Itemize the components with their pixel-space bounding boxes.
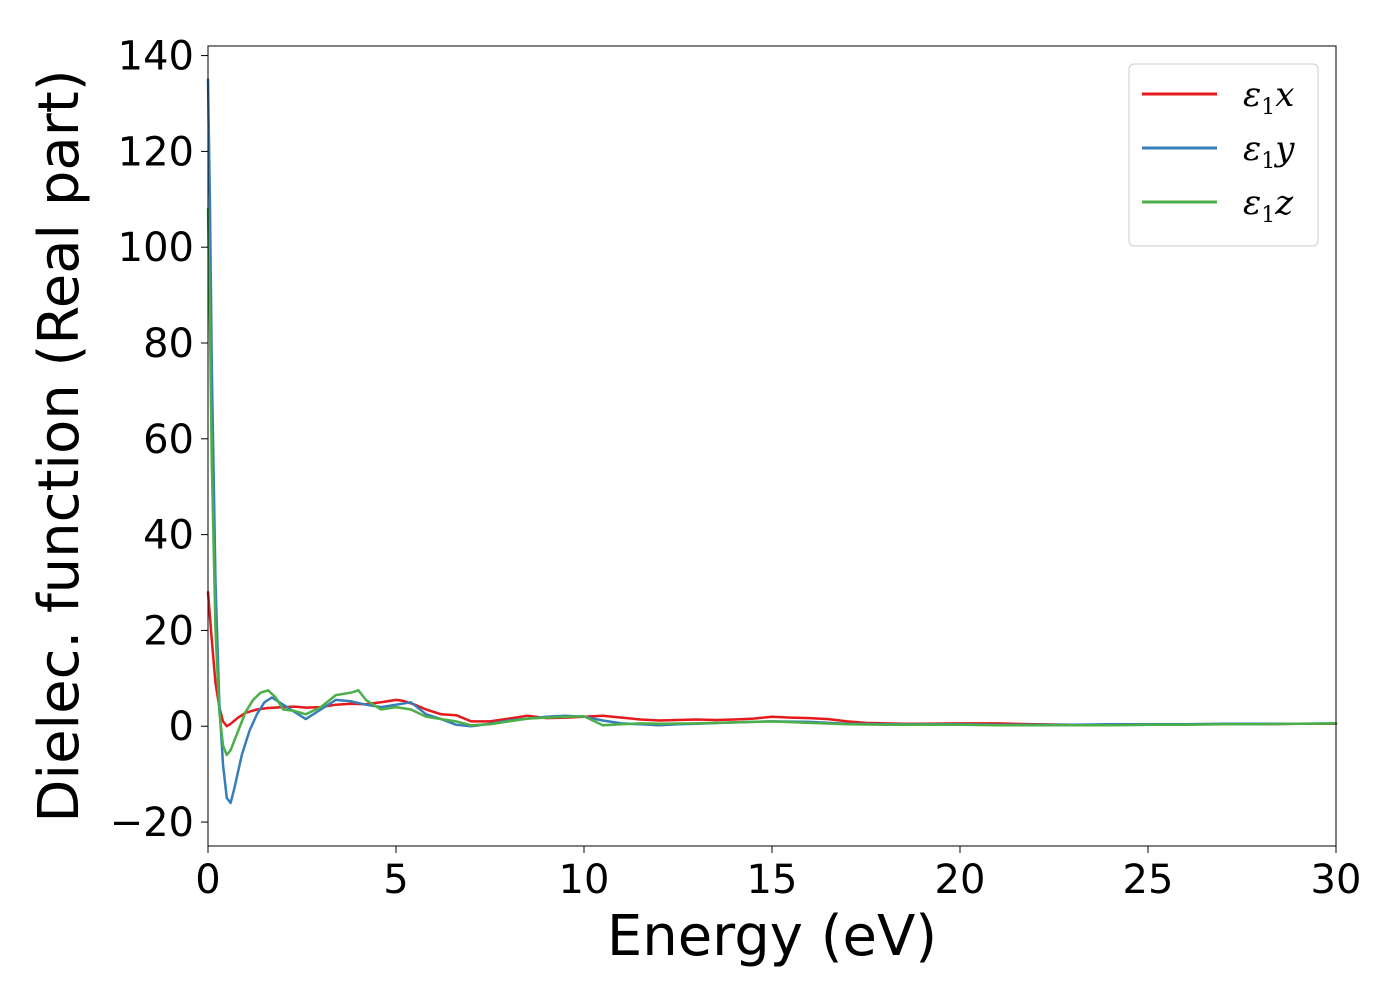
series-line-z (206, 207, 1338, 757)
y-tick-label: 80 (143, 321, 194, 367)
x-axis-title: Energy (eV) (607, 904, 937, 969)
y-axis-title: Dielec. function (Real part) (27, 69, 92, 822)
y-tick-label: 100 (118, 225, 194, 271)
y-tick-label: 60 (143, 417, 194, 463)
x-tick-label: 30 (1311, 857, 1362, 903)
series-layer (206, 78, 1338, 805)
legend-label: ε1y (1243, 129, 1295, 174)
y-axis: −20 0 20 40 60 80 100 120 140 (110, 34, 208, 846)
legend-label: ε1x (1243, 75, 1294, 120)
x-tick-label: 10 (559, 857, 610, 903)
x-tick-label: 20 (935, 857, 986, 903)
y-tick-label: 20 (143, 608, 194, 654)
y-tick-label: 0 (169, 704, 194, 750)
x-tick-label: 25 (1123, 857, 1174, 903)
legend-label: ε1z (1243, 183, 1294, 228)
y-tick-label: 40 (143, 513, 194, 559)
legend: ε1x ε1y ε1z (1128, 63, 1319, 247)
x-tick-label: 0 (195, 857, 220, 903)
y-tick-label: 140 (118, 34, 194, 80)
x-tick-label: 15 (747, 857, 798, 903)
y-tick-label: −20 (110, 800, 194, 846)
x-axis: 0 5 10 15 20 25 30 (195, 846, 1361, 903)
y-tick-label: 120 (118, 129, 194, 175)
x-tick-label: 5 (383, 857, 408, 903)
